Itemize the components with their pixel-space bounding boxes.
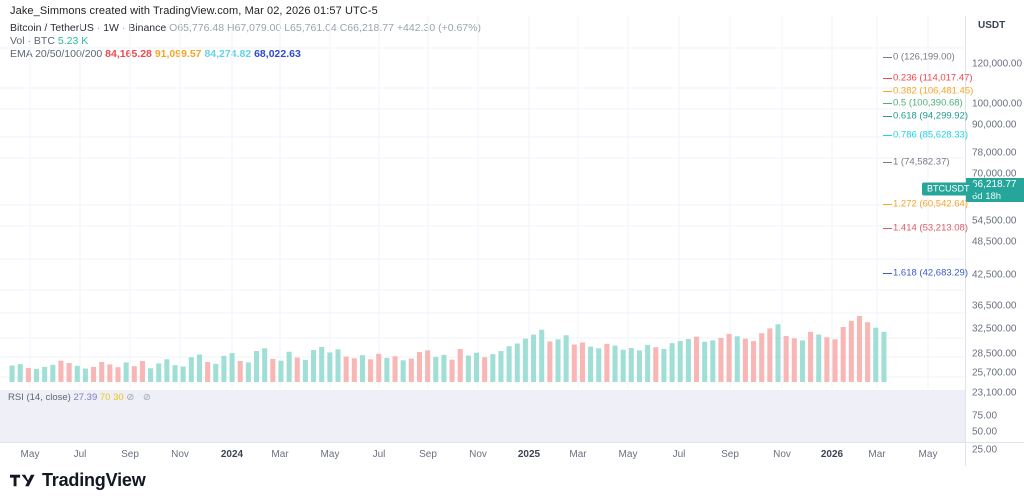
time-axis-tick: Nov (469, 449, 487, 460)
fib-level-dash (883, 91, 892, 92)
rsi-hide-icon[interactable]: ⊘ ⊘ (126, 392, 154, 403)
price-axis-tick: 100,000.00 (972, 98, 1023, 110)
legend-open: O65,776.48 (169, 22, 225, 34)
time-axis-tick: Jul (372, 449, 386, 460)
price-axis-tick: 36,500.00 (972, 300, 1017, 312)
legend-change: +442.30 (+0.67%) (396, 22, 481, 34)
time-axis-tick: Jul (672, 449, 686, 460)
price-axis-tick: 54,500.00 (972, 215, 1017, 227)
tradingview-wordmark: TradingView (42, 470, 146, 490)
time-axis-tick: May (20, 449, 40, 460)
time-axis-tick: May (918, 449, 938, 460)
fib-level-dash (883, 135, 892, 136)
symbol-price-badge: BTCUSDT (922, 182, 975, 196)
legend-volume-label: Vol · BTC (10, 35, 55, 47)
price-axis-tick: 70,000.00 (972, 168, 1017, 180)
fib-level-label: 0.382 (106,481.45) (893, 85, 974, 97)
price-axis-tick: 120,000.00 (972, 58, 1023, 70)
price-axis-tick: 25.00 (972, 444, 998, 456)
fib-level-dash (883, 273, 892, 274)
time-axis-tick: Sep (721, 449, 739, 460)
fib-level-label: 1.414 (53,213.08) (893, 222, 969, 234)
fib-level-label: 0.786 (85,628.33) (893, 129, 969, 141)
fib-level-label: 0.618 (94,299.92) (893, 110, 969, 122)
fib-level-dash (883, 78, 892, 79)
fib-level-label: 1.272 (60,542.64) (893, 198, 969, 210)
time-axis-tick: May (618, 449, 638, 460)
time-axis-tick: Sep (121, 449, 139, 460)
fib-level-label: 0 (126,199.00) (893, 51, 955, 63)
price-axis-unit: USDT (978, 20, 1006, 31)
price-axis-tick: 32,500.00 (972, 323, 1017, 335)
legend-symbol-row: Bitcoin / TetherUS · 1W · Binance O65,77… (10, 22, 481, 34)
candlestick-plot[interactable] (0, 16, 965, 388)
tradingview-logo: TradingView (10, 470, 146, 491)
time-axis-tick: May (320, 449, 340, 460)
price-axis-tick: 50.00 (972, 426, 998, 438)
fib-level-dash (883, 116, 892, 117)
legend-volume-value: 5.23 K (57, 35, 89, 47)
price-axis-tick: 23,100.00 (972, 387, 1017, 399)
current-price-value: 66,218.77 (972, 179, 1017, 190)
time-axis-tick: Mar (271, 449, 289, 460)
time-axis-tick: Mar (868, 449, 886, 460)
price-axis-tick: 25,700.00 (972, 367, 1017, 379)
time-axis-tick: 2026 (820, 449, 844, 460)
price-axis-tick: 78,000.00 (972, 147, 1017, 159)
tradingview-mark-icon (10, 474, 35, 487)
legend-high: H67,079.00 (226, 22, 282, 34)
legend-close: C66,218.77 (339, 22, 394, 34)
legend-volume-row: Vol · BTC 5.23 K (10, 35, 481, 48)
main-chart-pane[interactable] (0, 16, 965, 388)
legend-ema100-value: 84,274.82 (204, 48, 252, 60)
rsi-pane[interactable] (0, 390, 965, 442)
legend-ema50-value: 91,099.57 (154, 48, 202, 60)
rsi-legend: RSI (14, close) 27.39 70 30 ⊘ ⊘ (8, 392, 154, 403)
time-axis-tick: Nov (171, 449, 189, 460)
fib-level-dash (883, 204, 892, 205)
attribution-text: Jake_Simmons created with TradingView.co… (10, 5, 378, 17)
legend-symbol[interactable]: Bitcoin / TetherUS (10, 22, 94, 34)
fib-level-dash (883, 162, 892, 163)
time-axis[interactable]: May Jul Sep Nov 2024 Mar May Jul Sep Nov 2025 Mar Ma… (0, 442, 1024, 467)
fib-level-dash (883, 57, 892, 58)
fib-level-dash (883, 228, 892, 229)
time-axis-tick: 2024 (220, 449, 244, 460)
legend-ema-label[interactable]: EMA 20/50/100/200 (10, 48, 103, 60)
legend-exchange: Binance (128, 22, 167, 34)
fib-level-label: 1.618 (42,683.29) (893, 267, 969, 279)
time-axis-tick: Sep (419, 449, 437, 460)
legend-ema-row: EMA 20/50/100/200 84,165.28 91,099.57 84… (10, 48, 481, 61)
time-axis-tick: Jul (73, 449, 87, 460)
legend-ema20-value: 84,165.28 (105, 48, 152, 60)
price-axis-tick: 28,500.00 (972, 348, 1017, 360)
price-axis-tick: 75.00 (972, 410, 998, 422)
time-axis-tick: 2025 (517, 449, 541, 460)
rsi-name[interactable]: RSI (14, close) (8, 392, 71, 403)
legend-low: L65,761.04 (284, 22, 337, 34)
legend-ema200-value: 68,022.63 (254, 48, 301, 60)
price-axis[interactable]: USDT 120,000.00 100,000.00 90,000.00 78,000… (965, 16, 1024, 456)
price-axis-tick: 42,500.00 (972, 269, 1017, 281)
price-axis-tick: 48,500.00 (972, 236, 1017, 248)
bar-countdown: 6d 18h (972, 190, 1002, 202)
fib-level-label: 1 (74,582.37) (893, 156, 950, 168)
fib-level-label: 0.236 (114,017.47) (893, 72, 973, 84)
chart-legend: Bitcoin / TetherUS · 1W · Binance O65,77… (10, 22, 481, 61)
legend-interval[interactable]: 1W (103, 22, 119, 34)
rsi-value: 27.39 (73, 392, 98, 403)
rsi-band-values: 70 30 (99, 392, 124, 403)
fib-level-label: 0.5 (100,390.68) (893, 97, 963, 109)
time-axis-tick: Mar (569, 449, 587, 460)
current-price-badge: 66,218.77 6d 18h (966, 178, 1024, 202)
price-axis-tick: 90,000.00 (972, 119, 1017, 131)
fib-level-dash (883, 103, 892, 104)
time-axis-tick: Nov (773, 449, 791, 460)
